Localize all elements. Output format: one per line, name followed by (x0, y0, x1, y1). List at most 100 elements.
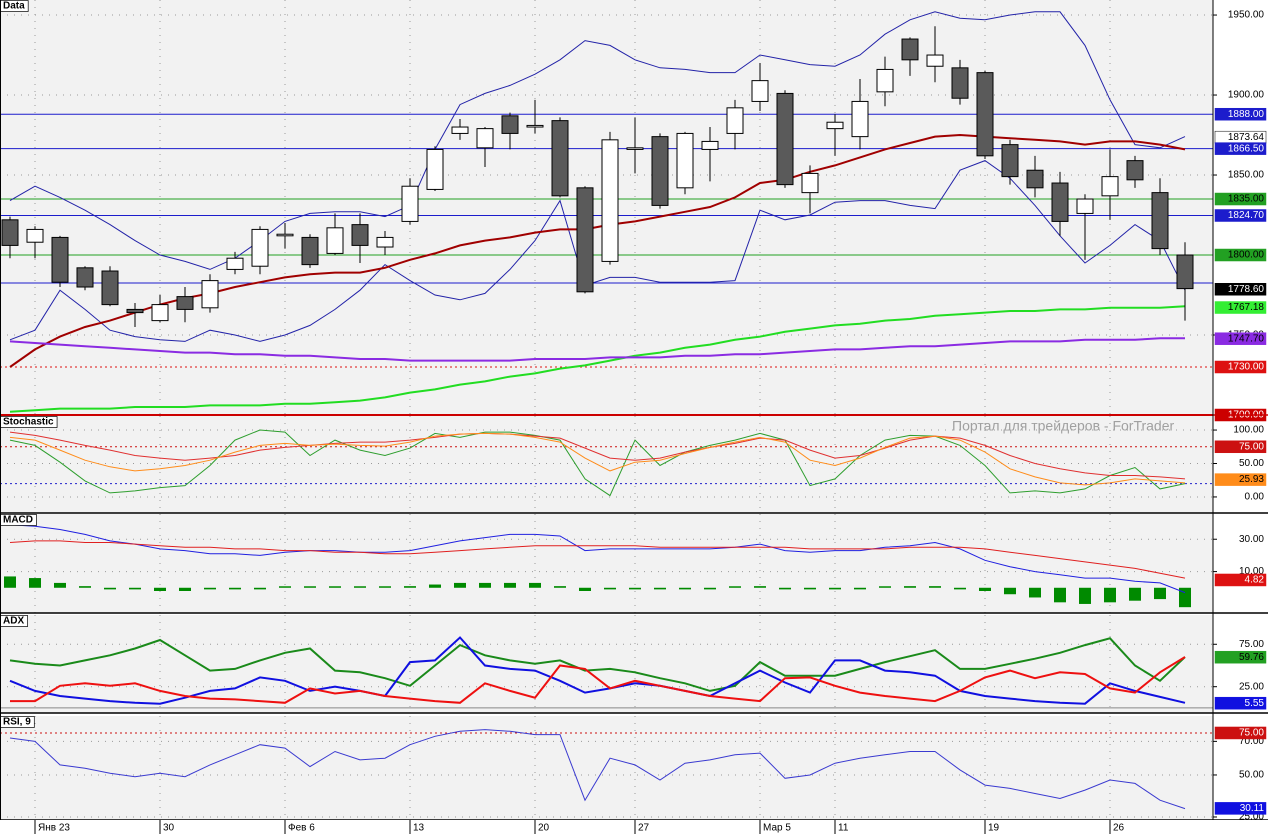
level-label-box (1214, 107, 1267, 121)
histogram-bar (304, 586, 316, 588)
indicator-line (9, 305, 1186, 413)
candle-body (1076, 198, 1094, 214)
level-label: 75.00 (1239, 441, 1264, 452)
candle-body (976, 72, 994, 157)
y-tick-label: 1850.00 (1228, 170, 1265, 181)
histogram-bar (479, 582, 491, 588)
candle-body (326, 227, 344, 254)
panel-title: Data (3, 1, 25, 12)
panel: 1950.001900.001850.001750.001888.001873.… (0, 0, 1268, 422)
histogram-bar (1104, 587, 1116, 603)
candle-body (501, 115, 519, 134)
x-tick-label: 30 (163, 823, 175, 834)
level-label-box (1214, 360, 1267, 374)
level-label: 25.93 (1239, 474, 1264, 485)
level-label: 1888.00 (1228, 109, 1265, 120)
x-tick-label: Янв 23 (38, 823, 70, 834)
level-label-box (1214, 802, 1267, 815)
histogram-bar (79, 586, 91, 588)
histogram-bar (254, 587, 266, 590)
panel-title: RSI, 9 (3, 717, 31, 728)
level-label: 59.76 (1239, 652, 1264, 663)
histogram-bar (379, 586, 391, 588)
histogram-bar (1154, 587, 1166, 600)
watermark: Портал для трейдеров - ForTrader (952, 418, 1174, 434)
candle-body (601, 139, 619, 262)
y-tick-label: 100.00 (1233, 425, 1264, 436)
candle-body (201, 280, 219, 309)
price-axis (1213, 514, 1268, 613)
histogram-bar (1129, 587, 1141, 601)
level-label-box (1214, 209, 1267, 222)
histogram-bar (204, 587, 216, 590)
candle-body (1001, 144, 1019, 178)
level-label-box (1214, 650, 1267, 664)
y-tick-label: 75.00 (1239, 639, 1264, 650)
histogram-bar (154, 587, 166, 591)
panel: 75.00 25.00 59.76 5.55 ADX (0, 615, 1268, 714)
y-tick-label: 70.00 (1239, 736, 1264, 747)
histogram-bar (804, 587, 816, 590)
indicator-line (10, 656, 1186, 704)
candle-body (1126, 160, 1144, 181)
histogram-bar (279, 586, 291, 588)
indicator-line (9, 524, 1186, 594)
candle-body (426, 148, 444, 190)
histogram-bar (829, 587, 841, 590)
price-axis (1213, 0, 1268, 415)
level-label-box (1214, 332, 1267, 345)
candle-body (401, 185, 419, 222)
level-label: 1778.60 (1228, 284, 1265, 295)
candle-body (701, 140, 719, 150)
candle-body (76, 267, 94, 288)
histogram-bar (104, 587, 116, 590)
x-tick-label: Мар 5 (763, 823, 791, 834)
histogram-bar (504, 582, 516, 588)
x-tick-label: 11 (838, 823, 849, 834)
histogram-bar (579, 587, 591, 591)
x-axis (0, 820, 1268, 834)
level-label: 75.00 (1239, 728, 1264, 739)
panel-title: Stochastic (3, 417, 54, 428)
candle-body (276, 233, 294, 237)
level-label: 1873.64 (1228, 132, 1265, 143)
x-tick-label: 20 (538, 823, 550, 834)
histogram-bar (329, 586, 341, 588)
histogram-bar (629, 587, 641, 590)
candle-body (1051, 182, 1069, 222)
y-tick-label: 50.00 (1239, 770, 1264, 781)
candle-body (776, 92, 794, 186)
candle-body (676, 132, 694, 189)
candle-body (351, 224, 369, 246)
candle-body (1026, 169, 1044, 189)
candle-body (126, 308, 144, 314)
level-label-box (1214, 142, 1267, 155)
candle-body (101, 270, 119, 306)
indicator-line (9, 637, 1186, 692)
histogram-bar (354, 586, 366, 588)
histogram-bar (679, 587, 691, 590)
level-label-box (1214, 573, 1267, 587)
histogram-bar (54, 582, 66, 588)
level-label: 1730.00 (1228, 362, 1265, 373)
level-label: 1866.50 (1228, 143, 1265, 154)
candle-body (176, 296, 194, 310)
y-tick-label: 25.00 (1239, 681, 1264, 692)
candle-body (151, 304, 169, 322)
y-tick-label: 0.00 (1245, 492, 1265, 503)
candle-body (876, 68, 894, 93)
panel-background (0, 416, 1213, 513)
candle-body (826, 121, 844, 130)
panel-background (0, 716, 1213, 820)
candle-body (751, 80, 769, 102)
histogram-bar (729, 586, 741, 588)
x-tick-label: 19 (988, 823, 1000, 834)
candle-body (26, 228, 44, 243)
histogram-bar (4, 576, 16, 588)
panel-title: MACD (3, 515, 33, 526)
level-label-box (1214, 473, 1267, 486)
indicator-line (9, 11, 1186, 270)
candle-body (901, 38, 919, 61)
